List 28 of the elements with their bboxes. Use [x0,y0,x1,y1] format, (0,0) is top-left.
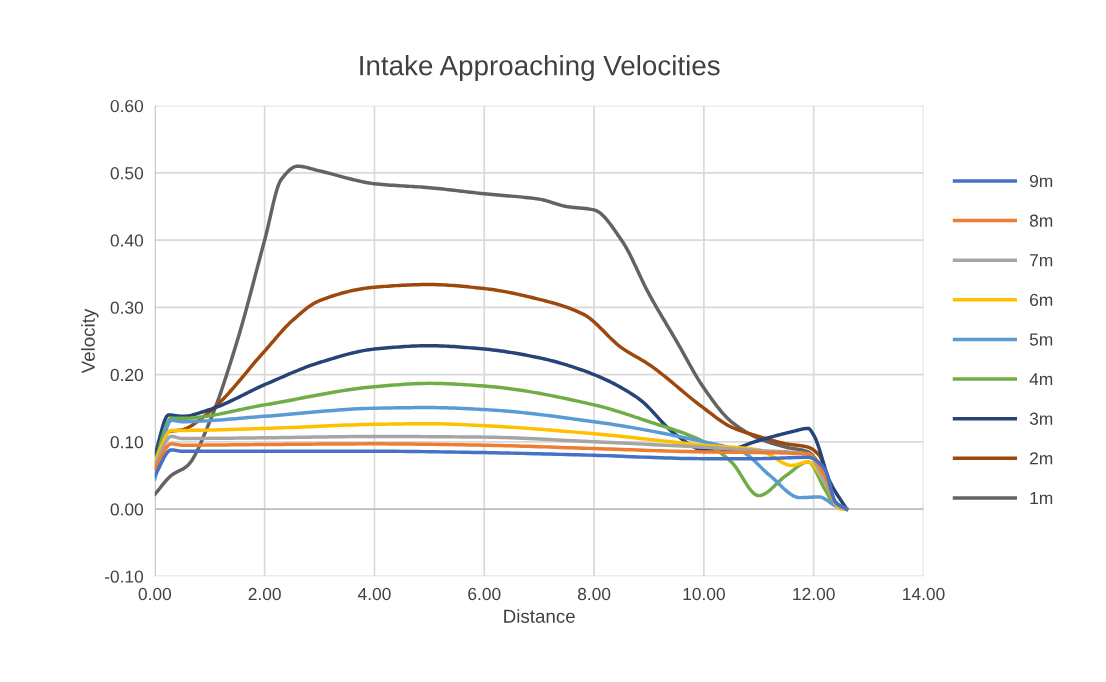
x-tick-label: 2.00 [248,587,281,601]
x-tick-label: 14.00 [903,587,945,601]
legend-label: 9m [1029,174,1053,188]
y-tick-label: 0.10 [110,436,144,449]
chart-title: Intake Approaching Velocities [360,55,720,81]
y-tick-label: 0.60 [110,99,144,113]
legend-label: 6m [1030,293,1053,307]
y-tick-label: 0.30 [110,301,144,314]
legend-label: 1m [1030,492,1053,504]
x-axis-title: Distance [504,609,575,623]
x-tick-label: 10.00 [683,587,725,601]
legend-label: 4m [1029,373,1053,386]
x-tick-label: 6.00 [468,587,501,601]
legend-label: 5m [1029,333,1053,346]
y-tick-label: 0.20 [110,368,144,382]
x-tick-label: 12.00 [793,587,835,601]
y-tick-label: 0.40 [110,234,144,247]
x-tick-label: 4.00 [357,587,391,601]
x-tick-label: 8.00 [577,587,611,601]
y-tick-label: 0.50 [110,167,144,180]
legend-label: 3m [1029,412,1053,425]
y-tick-label: 0.00 [110,503,144,516]
y-tick-label: -0.10 [104,570,144,583]
x-tick-label: 0.00 [138,587,172,601]
legend-label: 2m [1030,452,1053,465]
y-axis-title: Velocity [81,308,99,374]
legend-label: 8m [1029,214,1053,227]
legend-label: 7m [1030,254,1053,267]
